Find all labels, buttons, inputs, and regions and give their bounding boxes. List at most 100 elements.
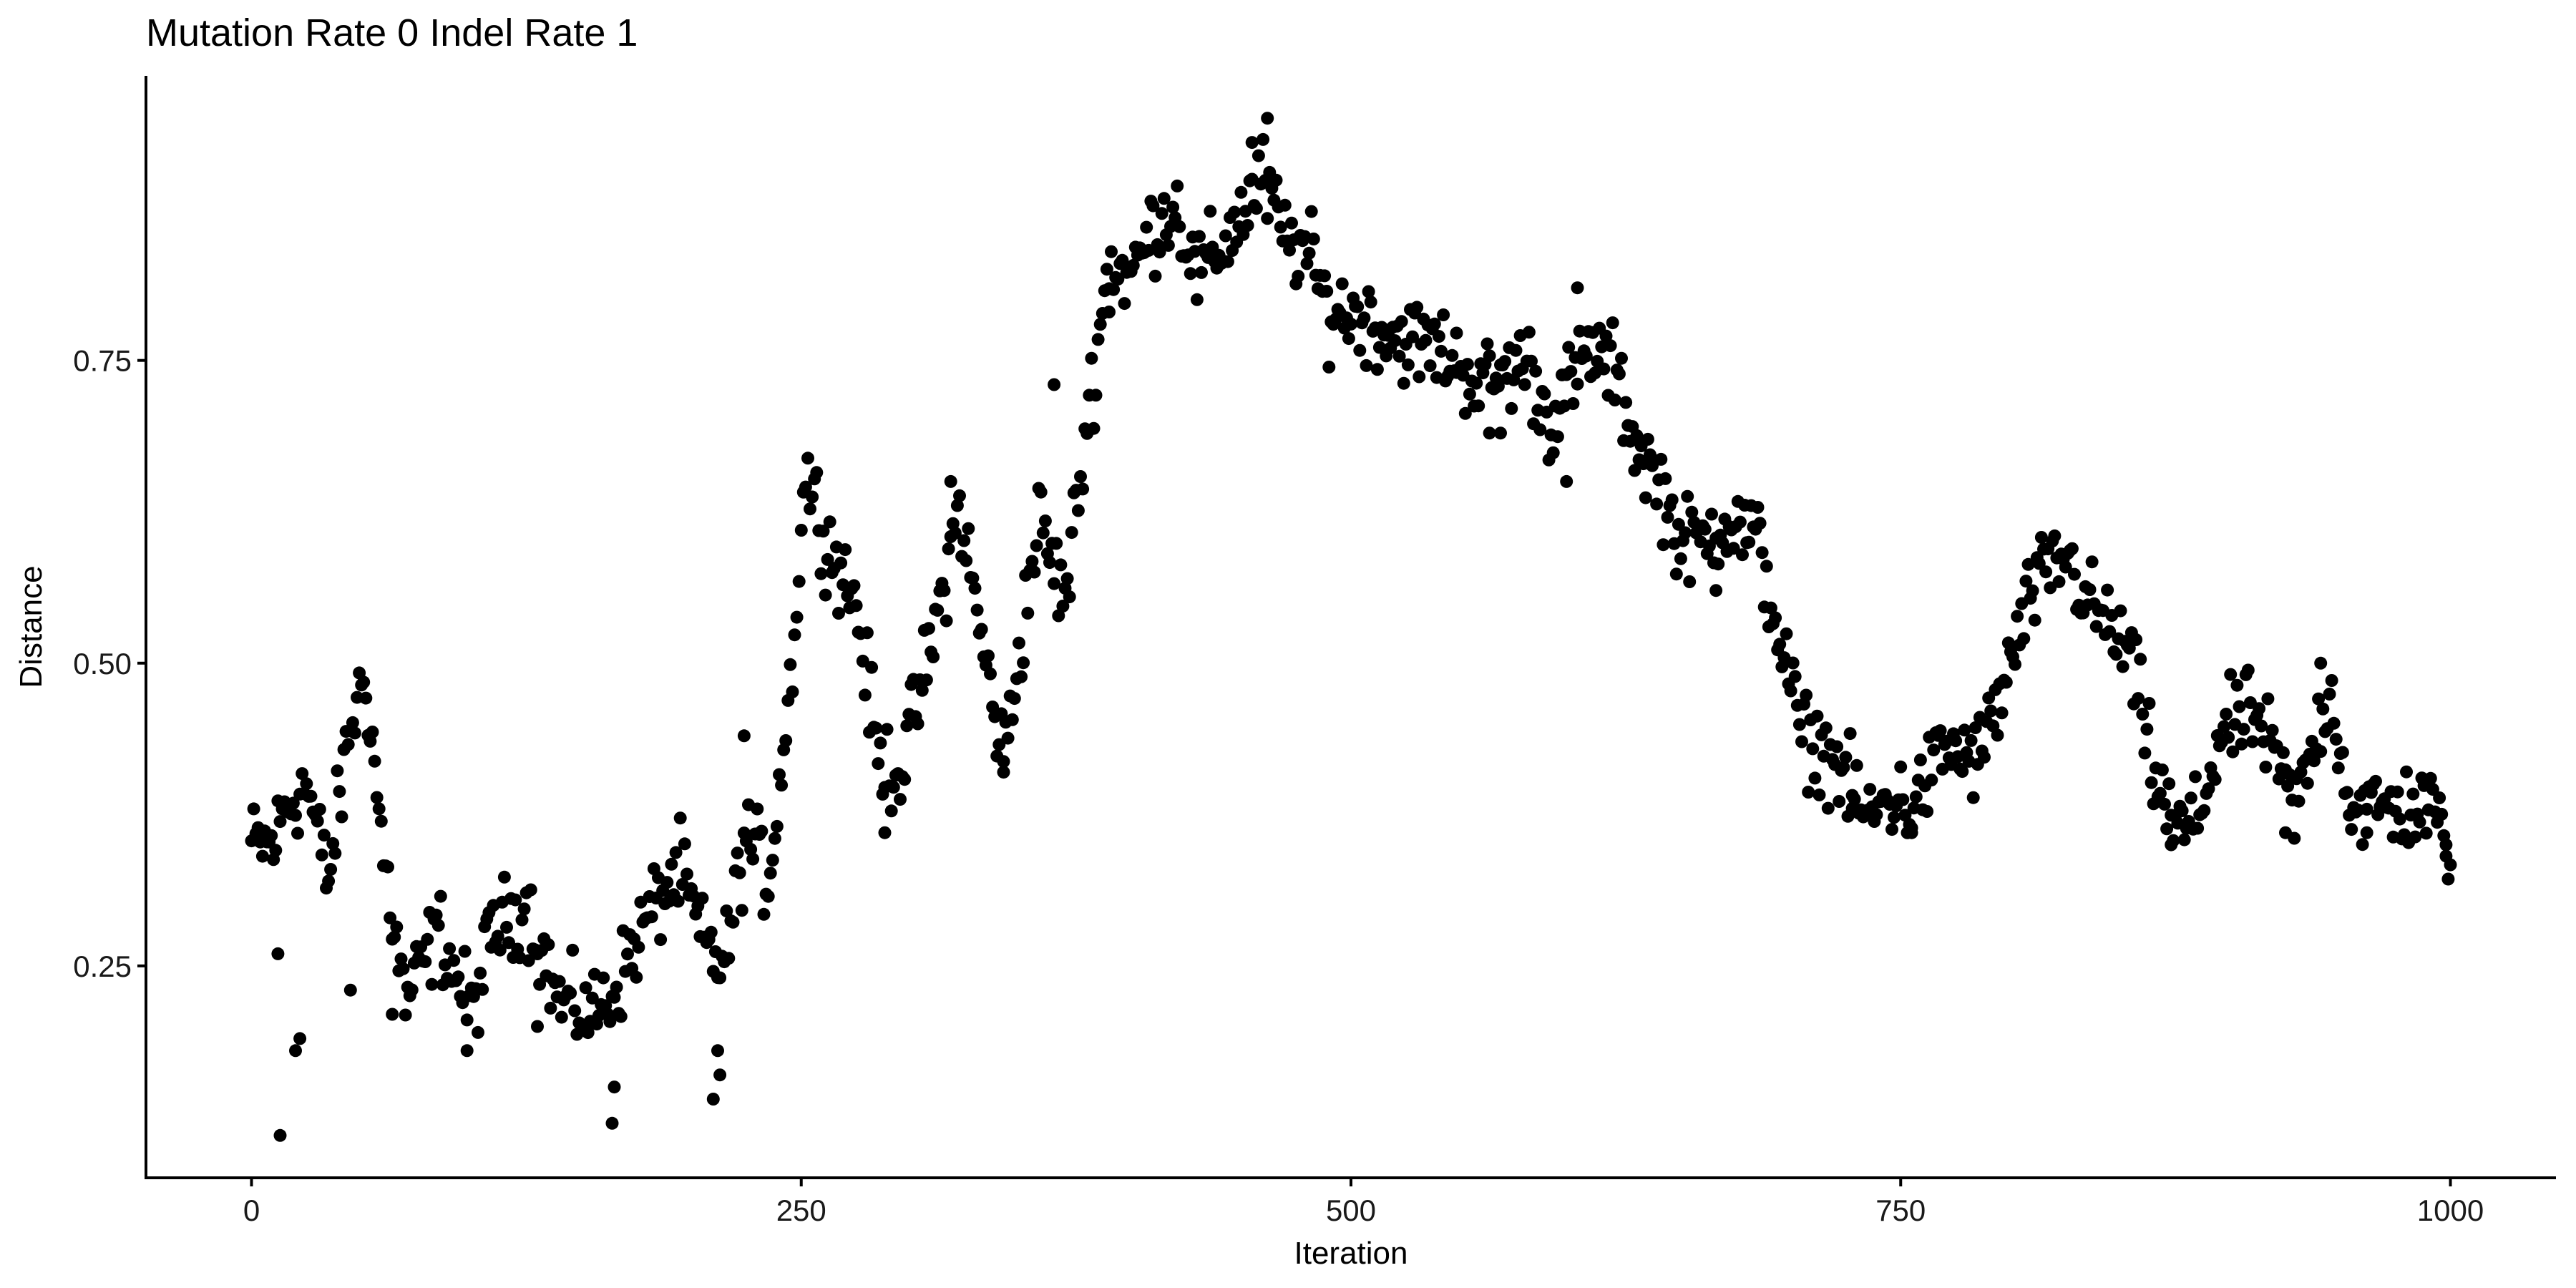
data-point bbox=[429, 908, 443, 922]
data-point bbox=[1001, 731, 1015, 745]
data-point bbox=[1984, 704, 1998, 718]
data-point bbox=[1483, 426, 1496, 440]
data-point bbox=[645, 910, 658, 924]
data-point bbox=[2409, 830, 2422, 844]
data-point bbox=[2345, 823, 2358, 836]
data-point bbox=[1786, 656, 1800, 670]
data-point bbox=[605, 1116, 619, 1130]
data-point bbox=[1126, 258, 1140, 272]
data-point bbox=[370, 791, 384, 804]
data-point bbox=[2226, 745, 2240, 758]
data-point bbox=[296, 767, 309, 781]
data-point bbox=[1193, 230, 1206, 243]
data-point bbox=[2028, 613, 2041, 627]
data-point bbox=[2301, 776, 2314, 790]
data-point bbox=[2316, 702, 2330, 716]
data-point bbox=[1025, 555, 1039, 568]
data-point bbox=[1353, 343, 1367, 357]
data-point bbox=[1608, 394, 1621, 406]
data-point bbox=[396, 962, 410, 975]
data-point bbox=[255, 849, 269, 863]
data-point bbox=[1921, 805, 1934, 818]
data-point bbox=[966, 571, 980, 585]
data-point bbox=[434, 889, 447, 903]
data-point bbox=[801, 452, 814, 465]
data-point bbox=[2089, 620, 2103, 633]
data-point bbox=[869, 721, 883, 735]
data-point bbox=[2158, 797, 2171, 811]
data-point bbox=[2085, 555, 2099, 569]
data-point bbox=[2162, 777, 2176, 791]
data-point bbox=[1437, 308, 1450, 321]
data-point bbox=[1630, 429, 1644, 442]
data-point bbox=[1888, 811, 1901, 824]
data-point bbox=[757, 907, 771, 921]
data-point bbox=[1505, 401, 1518, 415]
data-point bbox=[1604, 339, 1617, 353]
data-point bbox=[884, 804, 898, 818]
data-point bbox=[1909, 790, 1923, 804]
data-point bbox=[2189, 770, 2202, 784]
data-point bbox=[2439, 838, 2453, 852]
data-point bbox=[755, 824, 769, 838]
data-point bbox=[1234, 185, 1248, 199]
data-point bbox=[381, 860, 394, 874]
data-point bbox=[746, 852, 760, 866]
data-point bbox=[1302, 246, 1316, 260]
data-point bbox=[1641, 432, 1654, 446]
data-point bbox=[1318, 269, 1332, 283]
data-point bbox=[997, 766, 1010, 779]
data-point bbox=[1423, 359, 1437, 373]
data-point bbox=[2314, 656, 2328, 670]
data-point bbox=[291, 826, 304, 840]
data-point bbox=[331, 764, 344, 778]
data-point bbox=[1562, 341, 1576, 354]
data-point bbox=[1712, 557, 1725, 571]
data-point bbox=[2175, 804, 2189, 818]
data-point bbox=[671, 894, 685, 908]
data-point bbox=[1257, 132, 1270, 146]
data-point bbox=[1850, 758, 1863, 772]
data-point bbox=[1021, 606, 1035, 620]
data-point bbox=[731, 847, 744, 860]
data-point bbox=[2184, 791, 2197, 805]
data-point bbox=[720, 904, 733, 917]
data-point bbox=[1546, 446, 1560, 459]
x-axis-ticks: 0 250 500 750 1000 bbox=[243, 1178, 2484, 1227]
data-point bbox=[1100, 263, 1113, 276]
data-point bbox=[1261, 112, 1274, 125]
data-point bbox=[472, 1025, 484, 1039]
data-point bbox=[1843, 727, 1857, 741]
data-point bbox=[346, 716, 359, 729]
data-point bbox=[2034, 531, 2048, 544]
data-point bbox=[711, 1044, 724, 1058]
data-point bbox=[386, 1008, 399, 1021]
data-point bbox=[713, 1068, 727, 1082]
data-point bbox=[1659, 472, 1672, 485]
data-point bbox=[1060, 572, 1074, 585]
data-point bbox=[786, 685, 799, 698]
data-point bbox=[289, 809, 302, 822]
data-point bbox=[491, 930, 504, 943]
data-point bbox=[819, 588, 832, 602]
data-point bbox=[555, 1010, 568, 1024]
data-point bbox=[832, 607, 845, 620]
data-point bbox=[2134, 653, 2147, 666]
data-point bbox=[1905, 826, 1918, 839]
data-point bbox=[2101, 583, 2114, 597]
x-tick-label: 750 bbox=[1875, 1194, 1926, 1227]
data-point bbox=[2048, 529, 2062, 542]
data-point bbox=[1153, 245, 1166, 259]
data-point bbox=[2391, 785, 2404, 799]
data-point bbox=[522, 954, 535, 967]
data-point bbox=[1155, 207, 1169, 220]
data-point bbox=[839, 543, 852, 557]
data-point bbox=[2191, 821, 2205, 835]
data-point bbox=[564, 986, 577, 1000]
data-point bbox=[388, 930, 401, 944]
data-point bbox=[1171, 179, 1184, 192]
data-point bbox=[678, 837, 691, 851]
data-point bbox=[1571, 377, 1584, 391]
data-point bbox=[713, 971, 727, 985]
data-point bbox=[997, 755, 1010, 769]
